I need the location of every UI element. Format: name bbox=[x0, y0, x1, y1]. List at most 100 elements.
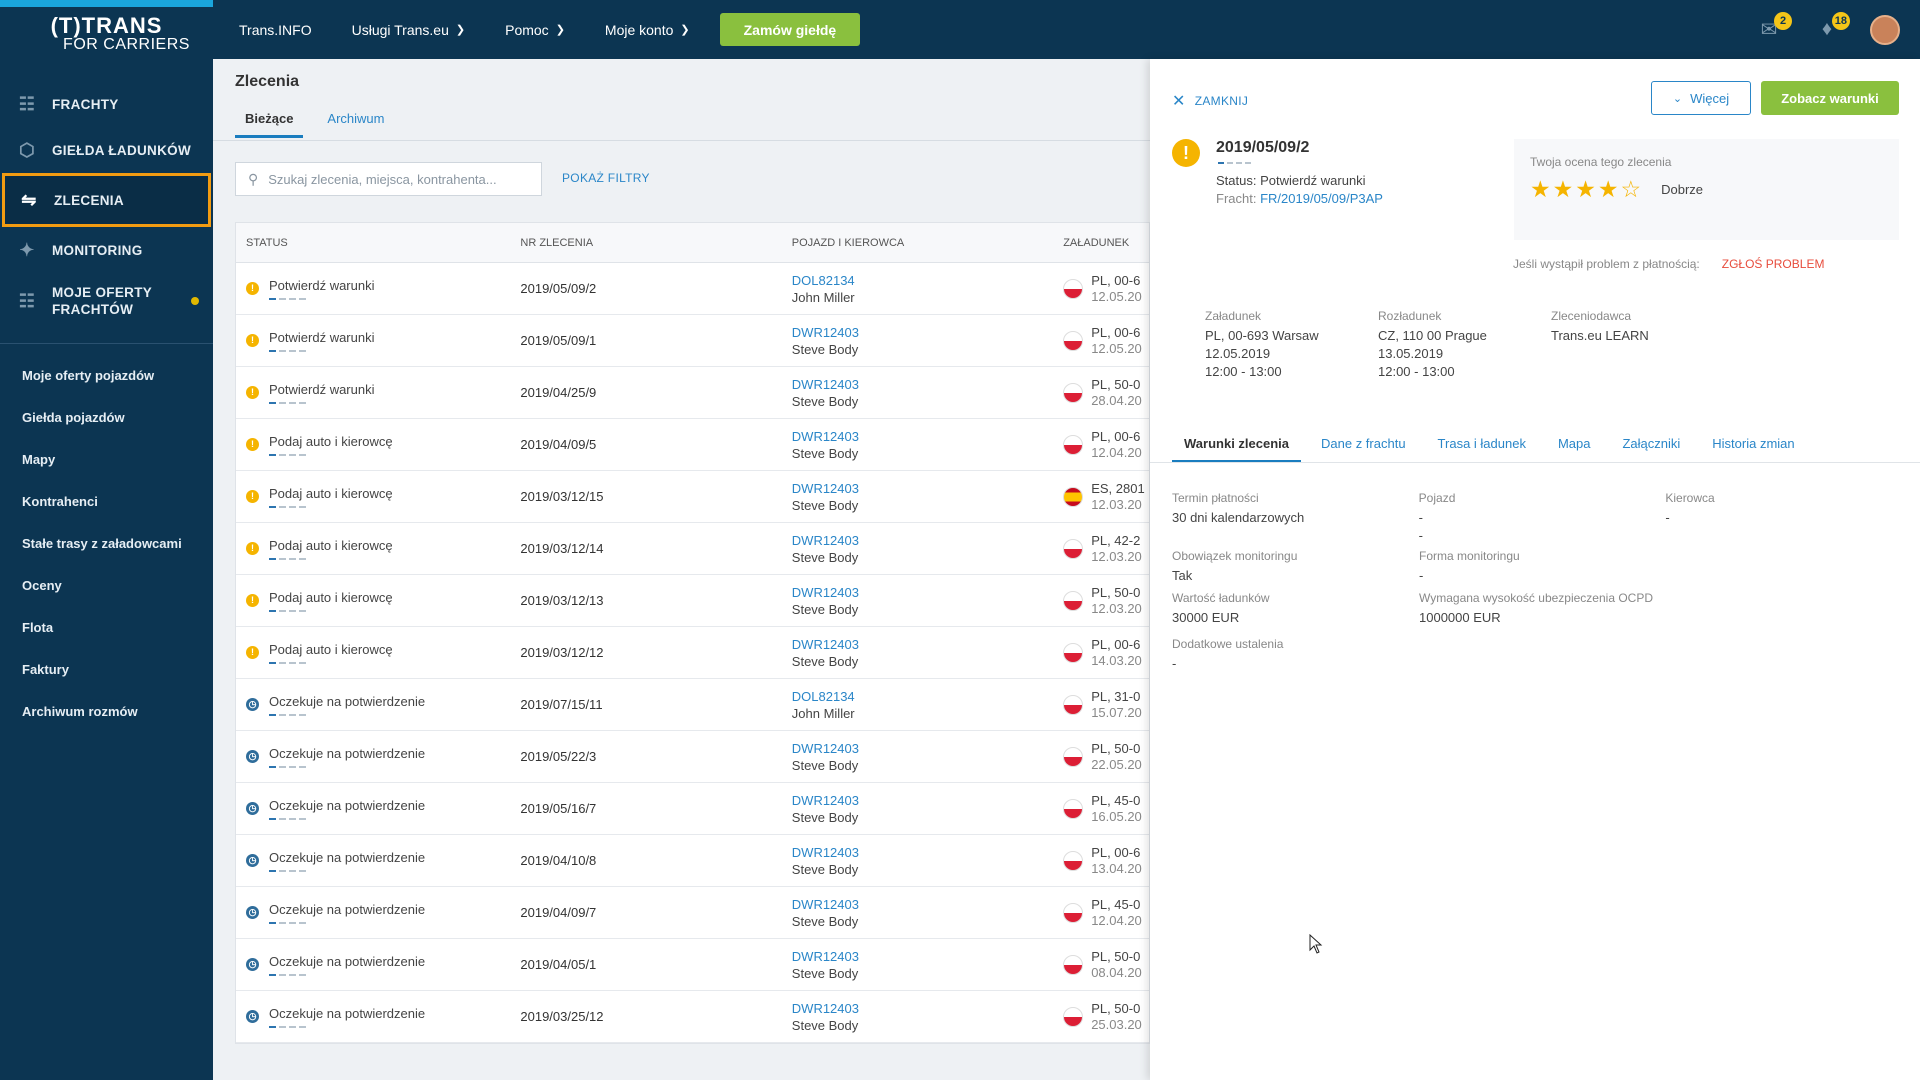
column-header-loading[interactable]: ZAŁADUNEK bbox=[1063, 236, 1130, 249]
progress-dashes bbox=[269, 921, 425, 924]
avatar[interactable] bbox=[1870, 14, 1900, 45]
loading-date: 15.07.20 bbox=[1091, 704, 1142, 720]
tab-route-cargo[interactable]: Trasa i ładunek bbox=[1437, 436, 1526, 451]
vehicle-link[interactable]: DWR12403 bbox=[791, 532, 859, 548]
see-terms-button[interactable]: Zobacz warunki bbox=[1761, 81, 1899, 115]
tab-order-terms[interactable]: Warunki zlecenia bbox=[1172, 436, 1301, 463]
vehicle-link[interactable]: DWR12403 bbox=[791, 376, 859, 392]
table-row[interactable]: ! Podaj auto i kierowcę 2019/03/12/12 DWR12… bbox=[236, 627, 1149, 679]
tab-archive[interactable]: Archiwum bbox=[327, 111, 385, 126]
star-icon[interactable]: ★ bbox=[1530, 176, 1551, 202]
field-value: - bbox=[1665, 510, 1670, 525]
warning-icon: ! bbox=[246, 437, 259, 451]
close-panel-button[interactable]: ✕ ZAMKNIJ bbox=[1172, 91, 1248, 111]
vehicle-link[interactable]: DWR12403 bbox=[791, 480, 859, 496]
sidebar-item-kontrahenci[interactable]: Kontrahenci bbox=[22, 493, 98, 509]
vehicle-link[interactable]: DWR12403 bbox=[791, 428, 859, 444]
table-row[interactable]: ! Potwierdź warunki 2019/05/09/1 DWR12403 St… bbox=[236, 315, 1149, 367]
star-icon[interactable]: ★ bbox=[1597, 176, 1619, 202]
star-icon[interactable]: ★ bbox=[1552, 176, 1574, 202]
order-number-cell: 2019/03/12/12 bbox=[520, 645, 604, 660]
header-menu-moje-konto[interactable]: Moje konto ❯ bbox=[605, 22, 690, 38]
report-problem-link[interactable]: ZGŁOŚ PROBLEM bbox=[1721, 257, 1825, 271]
show-filters-link[interactable]: POKAŻ FILTRY bbox=[562, 171, 650, 185]
sidebar-item-gielda-ladunkow[interactable]: ⬡ GIEŁDA ŁADUNKÓW bbox=[0, 127, 213, 173]
header-menu-uslugi[interactable]: Usługi Trans.eu ❯ bbox=[352, 22, 466, 38]
table-row[interactable]: ◷ Oczekuje na potwierdzenie 2019/04/05/1 DW… bbox=[236, 939, 1149, 991]
vehicle-link[interactable]: DWR12403 bbox=[791, 324, 859, 340]
table-row[interactable]: ! Podaj auto i kierowcę 2019/04/09/5 DWR124… bbox=[236, 419, 1149, 471]
tab-history[interactable]: Historia zmian bbox=[1712, 436, 1795, 451]
header-link-trans-info[interactable]: Trans.INFO bbox=[239, 22, 312, 38]
notifications-button[interactable]: ♦ 18 bbox=[1812, 11, 1850, 45]
sidebar-item-zlecenia[interactable]: ⇋ ZLECENIA bbox=[2, 173, 211, 227]
loading-cell: PL, 00-6 12.05.20 bbox=[1050, 325, 1149, 357]
vehicle-link[interactable]: DWR12403 bbox=[791, 584, 859, 600]
vehicle-link[interactable]: DWR12403 bbox=[791, 792, 859, 808]
status-text: Podaj auto i kierowcę bbox=[269, 485, 393, 501]
tab-freight-data[interactable]: Dane z frachtu bbox=[1321, 436, 1406, 451]
star-outline-icon[interactable]: ☆ bbox=[1620, 176, 1642, 202]
poland-flag-icon bbox=[1063, 590, 1084, 611]
vehicle-link[interactable]: DOL82134 bbox=[791, 688, 855, 704]
sidebar-item-oceny[interactable]: Oceny bbox=[22, 577, 62, 593]
vehicle-link[interactable]: DWR12403 bbox=[791, 896, 859, 912]
sidebar-item-mapy[interactable]: Mapy bbox=[22, 451, 56, 467]
sidebar-item-frachty[interactable]: ☷ FRACHTY bbox=[0, 81, 213, 127]
star-icon[interactable]: ★ bbox=[1575, 176, 1596, 202]
vehicle-link[interactable]: DWR12403 bbox=[791, 636, 859, 652]
table-row[interactable]: ! Potwierdź warunki 2019/04/25/9 DWR12403 St… bbox=[236, 367, 1149, 419]
sidebar-item-label: MONITORING bbox=[52, 242, 143, 258]
table-row[interactable]: ! Podaj auto i kierowcę 2019/03/12/13 DWR12… bbox=[236, 575, 1149, 627]
status-cell: ◷ Oczekuje na potwierdzenie bbox=[236, 1006, 507, 1028]
vehicle-link[interactable]: DWR12403 bbox=[791, 740, 859, 756]
table-row[interactable]: ◷ Oczekuje na potwierdzenie 2019/05/22/3 DW… bbox=[236, 731, 1149, 783]
tab-map[interactable]: Mapa bbox=[1557, 436, 1591, 451]
logo[interactable]: (T)TRANS FOR CARRIERS bbox=[0, 7, 213, 59]
box-icon: ⬡ bbox=[18, 139, 35, 160]
order-number-cell: 2019/04/09/5 bbox=[520, 437, 597, 452]
header-menu-pomoc[interactable]: Pomoc ❯ bbox=[505, 22, 565, 38]
status-cell: ◷ Oczekuje na potwierdzenie bbox=[236, 694, 507, 716]
sidebar-item-faktury[interactable]: Faktury bbox=[22, 661, 69, 677]
table-row[interactable]: ◷ Oczekuje na potwierdzenie 2019/07/15/11 D… bbox=[236, 679, 1149, 731]
sidebar-item-moje-oferty-pojazdow[interactable]: Moje oferty pojazdów bbox=[22, 367, 155, 383]
search-input[interactable]: ⚲ Szukaj zlecenia, miejsca, kontrahenta..… bbox=[235, 162, 542, 196]
sidebar-item-monitoring[interactable]: ✦ MONITORING bbox=[0, 227, 213, 273]
vehicle-link[interactable]: DWR12403 bbox=[791, 844, 859, 860]
more-button[interactable]: ⌄ Więcej bbox=[1651, 81, 1751, 115]
sidebar-item-moje-oferty-frachtow[interactable]: ☷ MOJE OFERTY FRACHTÓW bbox=[0, 273, 213, 329]
table-row[interactable]: ! Podaj auto i kierowcę 2019/03/12/14 DWR12… bbox=[236, 523, 1149, 575]
sidebar-item-stale-trasy[interactable]: Stałe trasy z załadowcami bbox=[22, 535, 182, 551]
payment-problem: Jeśli wystąpił problem z płatnością: ZGŁO… bbox=[1513, 257, 1824, 271]
freight-link[interactable]: FR/2019/05/09/P3AP bbox=[1260, 191, 1383, 206]
sidebar-item-archiwum-rozmow[interactable]: Archiwum rozmów bbox=[22, 703, 138, 719]
column-header-vehicle[interactable]: POJAZD I KIEROWCA bbox=[791, 236, 905, 249]
loading-date: 12.03.20 bbox=[1091, 600, 1142, 616]
sidebar-item-flota[interactable]: Flota bbox=[22, 619, 54, 635]
table-row[interactable]: ! Potwierdź warunki 2019/05/09/2 DOL82134 Jo… bbox=[236, 263, 1149, 315]
progress-dashes bbox=[269, 817, 425, 820]
table-row[interactable]: ◷ Oczekuje na potwierdzenie 2019/04/10/8 DW… bbox=[236, 835, 1149, 887]
table-row[interactable]: ! Podaj auto i kierowcę 2019/03/12/15 DWR12… bbox=[236, 471, 1149, 523]
vehicle-link[interactable]: DWR12403 bbox=[791, 1000, 859, 1016]
table-row[interactable]: ◷ Oczekuje na potwierdzenie 2019/03/25/12 D… bbox=[236, 991, 1149, 1043]
driver-field: Kierowca - bbox=[1665, 489, 1912, 545]
tab-current[interactable]: Bieżące bbox=[235, 111, 304, 138]
loading-time: 12:00 - 13:00 bbox=[1205, 364, 1282, 379]
messages-badge: 2 bbox=[1774, 11, 1792, 30]
order-exchange-button[interactable]: Zamów giełdę bbox=[719, 13, 861, 46]
loading-location: PL, 00-6 bbox=[1091, 324, 1141, 340]
column-header-status[interactable]: STATUS bbox=[246, 236, 288, 249]
vehicle-link[interactable]: DWR12403 bbox=[791, 948, 859, 964]
tab-attachments[interactable]: Załączniki bbox=[1622, 436, 1681, 451]
table-row[interactable]: ◷ Oczekuje na potwierdzenie 2019/04/09/7 DW… bbox=[236, 887, 1149, 939]
sidebar-item-gielda-pojazdow[interactable]: Giełda pojazdów bbox=[22, 409, 125, 425]
loading-date: 12.05.20 bbox=[1091, 288, 1142, 304]
table-row[interactable]: ◷ Oczekuje na potwierdzenie 2019/05/16/7 DW… bbox=[236, 783, 1149, 835]
driver-name: Steve Body bbox=[791, 913, 859, 929]
vehicle-link[interactable]: DOL82134 bbox=[791, 272, 855, 288]
messages-button[interactable]: ✉ 2 bbox=[1754, 11, 1792, 45]
column-header-order-no[interactable]: NR ZLECENIA bbox=[520, 236, 594, 249]
header-link-label: Usługi Trans.eu bbox=[351, 21, 449, 38]
